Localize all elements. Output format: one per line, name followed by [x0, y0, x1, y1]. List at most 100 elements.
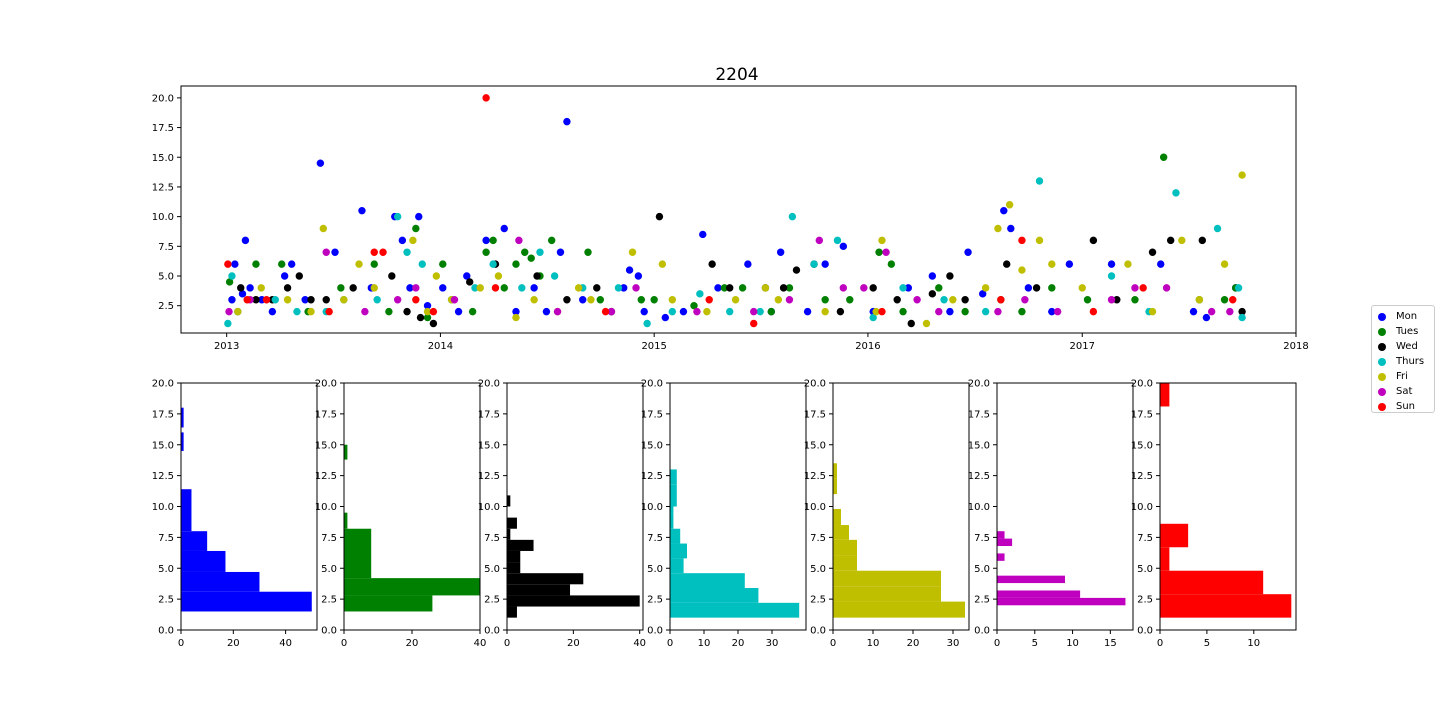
- series-fri: [234, 171, 1246, 328]
- data-point: [1124, 260, 1132, 268]
- legend-label: Mon: [1396, 311, 1418, 322]
- data-point: [836, 307, 845, 316]
- data-point: [872, 307, 880, 316]
- x-tick-label: 10: [867, 638, 880, 649]
- data-point: [928, 290, 937, 298]
- data-point: [756, 307, 764, 316]
- histogram-bar: [670, 588, 759, 603]
- y-tick-label: 5.0: [484, 564, 500, 575]
- data-point: [703, 307, 711, 316]
- data-point: [1089, 307, 1098, 316]
- data-point: [788, 212, 797, 221]
- data-point: [981, 284, 990, 292]
- data-point: [643, 319, 651, 328]
- y-tick-label: 0.0: [1137, 626, 1153, 637]
- y-tick-label: 10.0: [641, 502, 663, 513]
- x-tick-label: 2016: [855, 341, 880, 352]
- data-point: [325, 307, 333, 316]
- y-tick-label: 2.5: [158, 595, 174, 606]
- legend-marker: [1378, 372, 1386, 381]
- data-point: [423, 307, 432, 316]
- data-point: [614, 284, 623, 292]
- data-point: [1107, 260, 1116, 268]
- y-tick-label: 2.5: [484, 595, 500, 606]
- histogram-bar: [507, 517, 517, 529]
- y-tick-label: 10.0: [152, 502, 174, 513]
- x-tick-label: 0: [1157, 638, 1163, 649]
- plot-frame: [180, 85, 1297, 334]
- data-point: [542, 307, 551, 316]
- data-point: [257, 284, 265, 292]
- x-tick-label: 0: [341, 638, 347, 649]
- data-point: [331, 248, 339, 256]
- y-tick-label: 20.0: [641, 379, 663, 390]
- histogram-bar: [507, 606, 517, 618]
- data-point: [738, 284, 747, 292]
- data-point: [466, 278, 474, 286]
- data-point: [650, 296, 658, 304]
- x-tick-label: 0: [994, 638, 1000, 649]
- data-point: [307, 307, 315, 316]
- data-point: [1000, 206, 1008, 215]
- y-tick-label: 12.5: [315, 471, 337, 482]
- y-tick-label: 10.0: [315, 502, 337, 513]
- histogram-bar: [833, 539, 857, 556]
- data-point: [882, 248, 890, 256]
- y-tick-label: 5.0: [321, 564, 337, 575]
- data-point: [699, 230, 707, 239]
- data-point: [429, 307, 438, 316]
- y-tick-label: 10.0: [1131, 502, 1153, 513]
- data-point: [1018, 266, 1026, 274]
- y-tick-label: 7.5: [484, 533, 500, 544]
- data-point: [337, 284, 345, 292]
- series-sat: [225, 236, 1234, 316]
- y-tick-label: 5.0: [158, 564, 174, 575]
- data-point: [964, 248, 972, 256]
- histogram-bar: [833, 586, 941, 602]
- data-point: [779, 284, 788, 292]
- data-point: [1032, 284, 1041, 292]
- histogram-bar: [1160, 547, 1170, 571]
- data-point: [491, 284, 500, 292]
- data-point: [415, 212, 423, 221]
- data-point: [283, 296, 292, 304]
- data-point: [1207, 307, 1216, 316]
- data-point: [839, 284, 848, 292]
- data-point: [530, 296, 538, 304]
- legend-item-tues: Tues: [1378, 324, 1434, 339]
- data-point: [625, 266, 634, 274]
- histogram-bar: [833, 508, 841, 526]
- histogram-bar: [344, 595, 433, 612]
- data-point: [994, 307, 1002, 316]
- legend: Mon Tues Wed Thurs Fri Sat Sun: [1371, 305, 1435, 413]
- histogram-bar: [507, 595, 640, 607]
- legend-marker: [1378, 342, 1386, 351]
- data-point: [1107, 296, 1116, 304]
- data-point: [815, 236, 824, 245]
- data-point: [587, 296, 595, 304]
- series-tues: [225, 153, 1240, 322]
- histogram-bar: [344, 444, 348, 460]
- histogram-bar: [344, 512, 348, 529]
- data-point: [280, 272, 289, 280]
- data-point: [893, 296, 901, 304]
- data-point: [878, 236, 886, 245]
- data-point: [550, 272, 559, 280]
- y-tick-label: 7.5: [810, 533, 826, 544]
- x-tick-label: 2015: [641, 341, 666, 352]
- histogram-bar: [833, 570, 941, 587]
- histogram-bar: [507, 584, 571, 596]
- legend-label: Wed: [1396, 341, 1418, 352]
- histogram-bar: [1160, 523, 1189, 548]
- y-tick-label: 20.0: [1131, 379, 1153, 390]
- data-point: [322, 296, 330, 304]
- x-tick-label: 2013: [214, 341, 239, 352]
- series-sun: [224, 94, 1237, 328]
- histogram-sun: 0 5 10 0.0 2.5 5.0 7.5 10.0 12.5 15.0 17.5 20.0: [1131, 379, 1297, 649]
- x-tick-label: 10: [1066, 638, 1079, 649]
- data-point: [696, 290, 704, 298]
- histogram-bar: [181, 432, 184, 451]
- data-point: [1005, 201, 1014, 209]
- histogram-bar: [181, 531, 208, 551]
- data-point: [553, 307, 562, 316]
